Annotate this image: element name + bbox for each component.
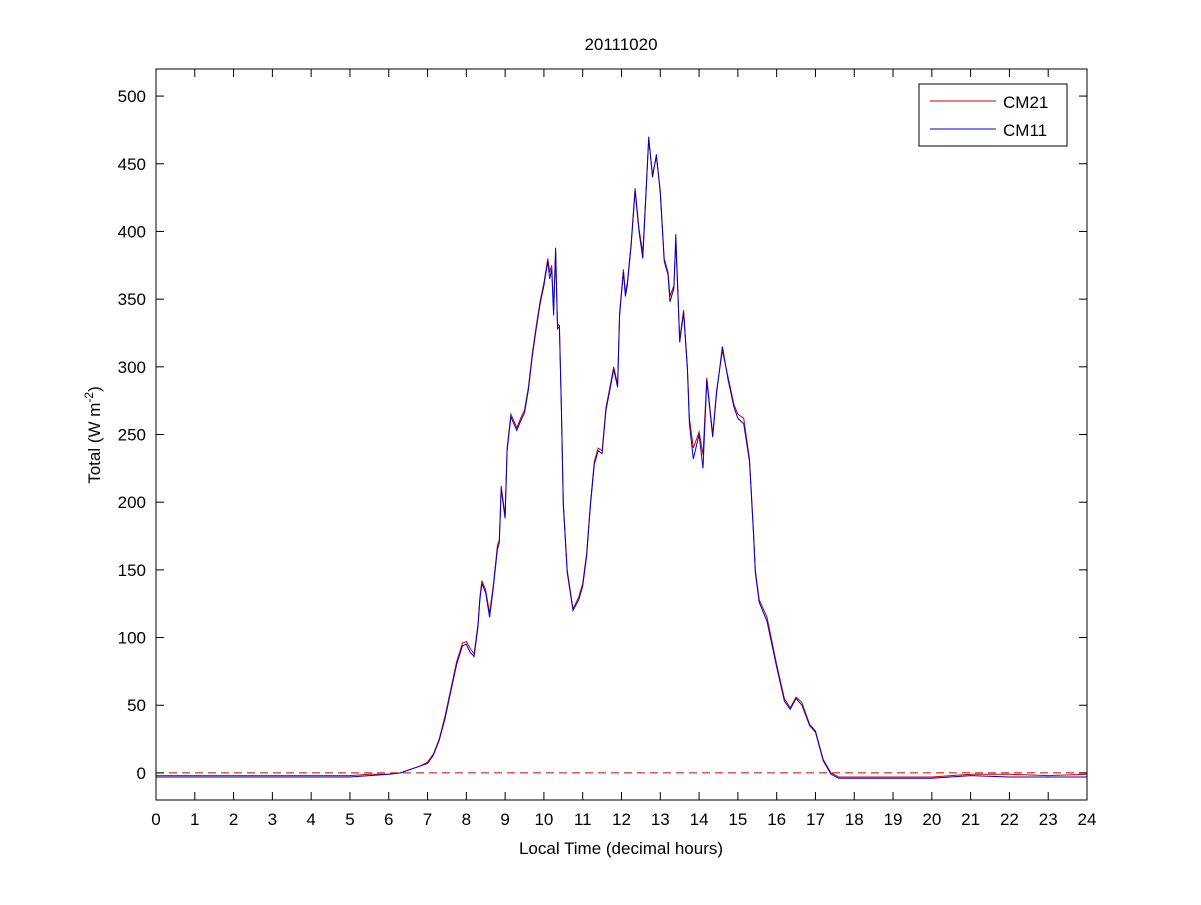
x-tick-label: 17	[806, 810, 825, 829]
x-tick-label: 22	[1000, 810, 1019, 829]
series-line-cm11	[156, 136, 1087, 779]
x-tick-label: 4	[306, 810, 315, 829]
x-tick-label: 16	[767, 810, 786, 829]
x-tick-label: 24	[1078, 810, 1097, 829]
y-axis-label: Total (W m-2)	[82, 386, 104, 484]
y-tick-label: 150	[118, 561, 146, 580]
x-tick-label: 7	[423, 810, 432, 829]
legend-label-cm21: CM21	[1003, 93, 1048, 112]
y-axis-label-main: Total (W m	[85, 403, 104, 484]
legend-box	[918, 83, 1068, 147]
legend: CM21 CM11	[918, 83, 1068, 147]
x-tick-label: 9	[500, 810, 509, 829]
y-tick-label: 500	[118, 87, 146, 106]
x-tick-label: 23	[1039, 810, 1058, 829]
x-tick-label: 12	[612, 810, 631, 829]
y-tick-label: 350	[118, 290, 146, 309]
x-tick-label: 1	[190, 810, 199, 829]
x-tick-label: 0	[151, 810, 160, 829]
y-tick-label: 200	[118, 493, 146, 512]
x-tick-label: 14	[690, 810, 709, 829]
x-tick-label: 15	[728, 810, 747, 829]
y-tick-label: 50	[127, 696, 146, 715]
y-tick-label: 0	[137, 764, 146, 783]
x-axis-label: Local Time (decimal hours)	[519, 839, 723, 858]
legend-label-cm11: CM11	[1003, 121, 1047, 140]
x-tick-label: 11	[574, 810, 592, 829]
x-tick-label: 3	[268, 810, 277, 829]
y-axis-label-superscript: -2	[82, 392, 96, 403]
x-tick-label: 6	[384, 810, 393, 829]
x-tick-label: 8	[462, 810, 471, 829]
y-tick-label: 300	[118, 358, 146, 377]
y-tick-label: 100	[118, 629, 146, 648]
x-tick-label: 21	[961, 810, 980, 829]
y-tick-label: 250	[118, 426, 146, 445]
chart-title: 20111020	[584, 35, 657, 54]
y-axis-label-close: )	[85, 386, 104, 392]
x-tick-label: 20	[922, 810, 941, 829]
y-tick-label: 450	[118, 155, 146, 174]
x-tick-label: 18	[845, 810, 864, 829]
x-tick-label: 19	[884, 810, 903, 829]
x-tick-label: 13	[651, 810, 670, 829]
x-tick-label: 2	[229, 810, 238, 829]
x-tick-label: 5	[345, 810, 354, 829]
x-tick-label: 10	[534, 810, 553, 829]
plot-area: 0 1 2 3 4 5 6 7 8 9 10 11 12 13 14 15 16 17 18 19 20 21 22 23 24…	[118, 68, 1097, 829]
y-tick-label: 400	[118, 222, 146, 241]
